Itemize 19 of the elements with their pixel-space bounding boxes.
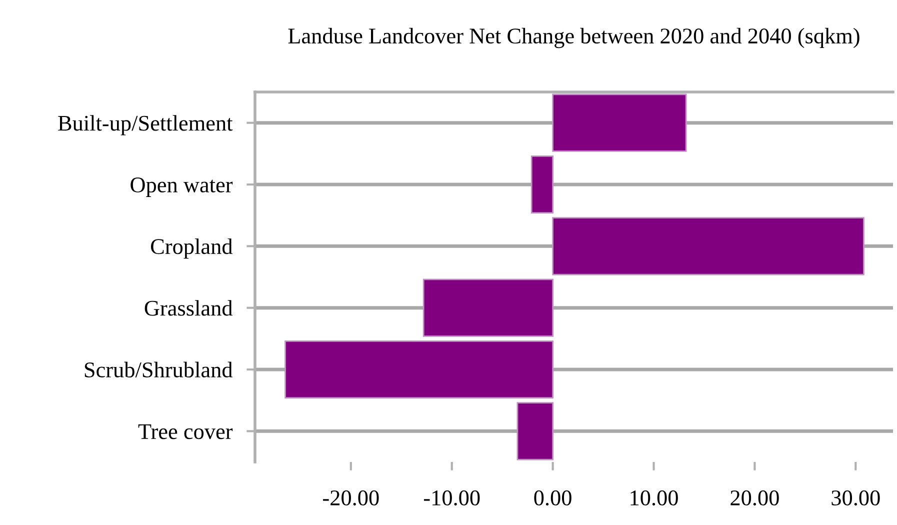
y-tick-label: Tree cover (138, 424, 233, 440)
bar (530, 155, 554, 214)
chart-title: Landuse Landcover Net Change between 2020 and 2040 (sqkm) (288, 28, 860, 48)
y-tick-label: Cropland (150, 238, 233, 259)
x-tick-label: 0.00 (534, 490, 572, 506)
y-tick-label: Scrub/Shrubland (84, 362, 233, 378)
bar (552, 94, 687, 152)
y-tick-label: Built-up/Settlement (58, 115, 233, 136)
bar (284, 340, 554, 399)
x-tick-label: -10.00 (424, 490, 480, 506)
x-tick-label: 20.00 (730, 490, 779, 506)
bar (422, 278, 554, 337)
y-tick-label: Grassland (144, 300, 233, 316)
y-tick-label: Open water (130, 177, 233, 197)
x-tick-label: 30.00 (832, 490, 880, 506)
bar (552, 217, 864, 276)
x-tick-label: 10.00 (630, 490, 678, 506)
bar (516, 402, 554, 460)
x-tick-label: -20.00 (323, 490, 379, 506)
